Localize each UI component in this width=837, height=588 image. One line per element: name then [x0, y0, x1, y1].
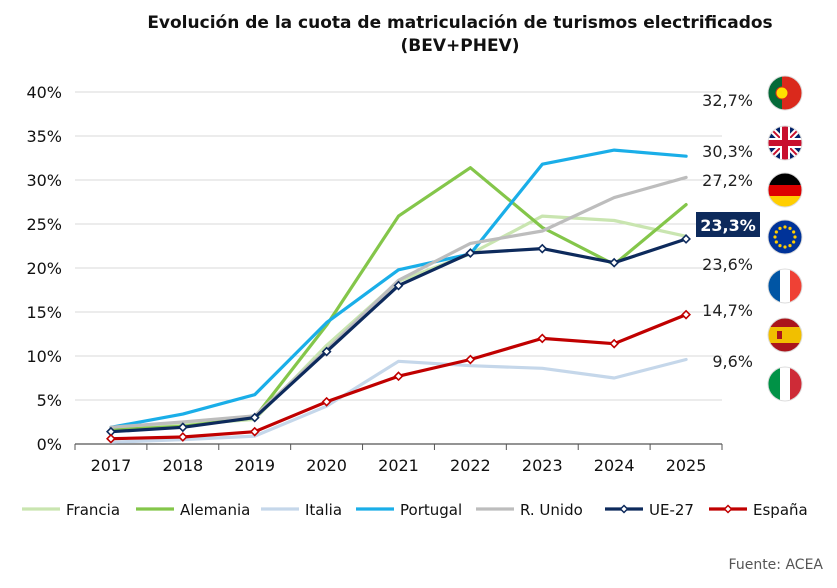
y-tick-label: 0%	[37, 435, 62, 454]
legend-label: Italia	[305, 501, 342, 519]
x-tick-label: 2017	[91, 456, 132, 475]
spain-flag-icon	[767, 317, 803, 353]
series-end-label: 30,3%	[702, 142, 753, 161]
data-point-marker	[681, 234, 691, 244]
y-tick-label: 25%	[26, 215, 62, 234]
data-point-marker	[249, 426, 260, 437]
series-line	[109, 148, 688, 429]
france-flag-icon	[767, 268, 803, 304]
data-point-marker	[609, 257, 620, 268]
series-line	[109, 357, 688, 444]
series-end-label: 23,3%	[700, 216, 756, 235]
data-point-marker	[177, 432, 188, 442]
y-tick-label: 40%	[26, 83, 62, 102]
data-point-marker	[106, 433, 116, 444]
series-line	[109, 214, 688, 429]
y-tick-label: 35%	[26, 127, 62, 146]
data-point-marker	[393, 280, 404, 291]
x-tick-label: 2025	[666, 456, 707, 475]
data-point-marker	[465, 354, 476, 365]
x-tick-label: 2022	[450, 456, 491, 475]
highlight-label-box	[696, 212, 760, 237]
legend-label: R. Unido	[520, 501, 583, 519]
x-tick-label: 2024	[594, 456, 635, 475]
data-point-marker	[177, 422, 188, 433]
y-tick-label: 10%	[26, 347, 62, 366]
data-point-marker	[321, 396, 332, 407]
y-tick-label: 15%	[26, 303, 62, 322]
source-note: Fuente: ACEA	[728, 557, 823, 573]
legend-label: España	[753, 501, 808, 519]
chart-title-line-1: Evolución de la cuota de matriculación d…	[147, 13, 773, 33]
series-end-label: 9,6%	[712, 352, 753, 371]
data-point-marker	[537, 333, 548, 344]
data-point-marker	[249, 412, 260, 423]
series-end-label: 23,6%	[702, 255, 753, 274]
x-tick-label: 2021	[378, 456, 419, 475]
united-kingdom-flag-icon	[767, 125, 803, 161]
x-tick-label: 2019	[234, 456, 275, 475]
series-end-label: 27,2%	[702, 171, 753, 190]
y-tick-label: 30%	[26, 171, 62, 190]
chart-title-line-2: (BEV+PHEV)	[400, 36, 520, 56]
italy-flag-icon	[767, 366, 803, 402]
x-tick-label: 2023	[522, 456, 563, 475]
legend-label: Francia	[66, 501, 120, 519]
eu-flag-icon	[767, 219, 803, 255]
x-tick-label: 2020	[306, 456, 347, 475]
chart-title: Evolución de la cuota de matriculación d…	[90, 12, 830, 58]
series-end-label: 32,7%	[702, 91, 753, 110]
legend-label: Alemania	[180, 501, 250, 519]
series-end-label: 14,7%	[702, 301, 753, 320]
legend-label: UE-27	[649, 501, 694, 519]
data-point-marker	[321, 346, 332, 357]
data-point-marker	[465, 248, 476, 258]
germany-flag-icon	[767, 172, 803, 208]
data-point-marker	[393, 371, 404, 382]
y-tick-label: 20%	[26, 259, 62, 278]
portugal-flag-icon	[767, 75, 803, 111]
legend-marker	[619, 504, 629, 514]
legend-marker	[723, 504, 733, 514]
data-point-marker	[537, 243, 548, 254]
data-point-marker	[681, 309, 691, 320]
y-tick-label: 5%	[37, 391, 62, 410]
series-line	[109, 166, 688, 432]
series-line	[109, 175, 688, 429]
legend-label: Portugal	[400, 501, 462, 519]
data-point-marker	[609, 338, 620, 349]
x-tick-label: 2018	[162, 456, 203, 475]
